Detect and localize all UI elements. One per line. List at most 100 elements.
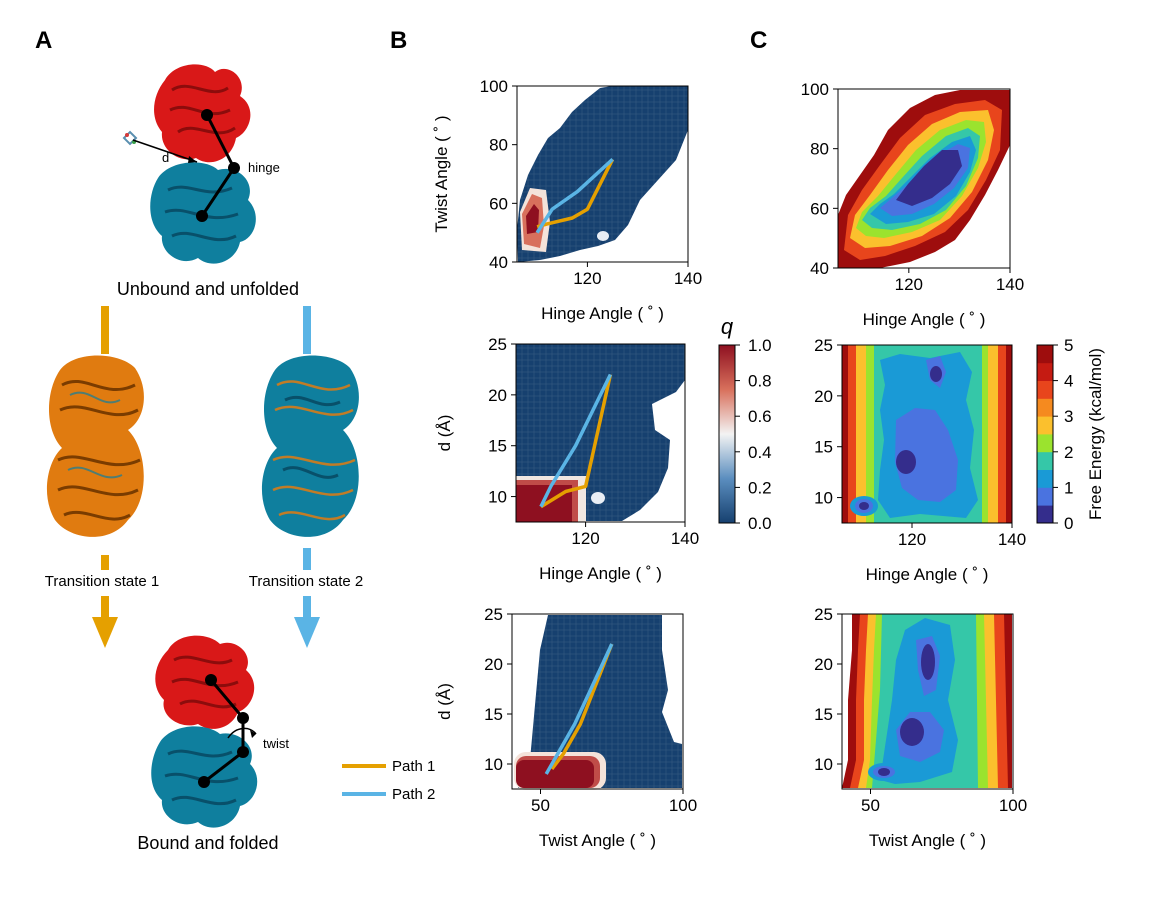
b3-xtick-label-0: 50 bbox=[531, 796, 550, 815]
path1-arrow-upper bbox=[101, 306, 109, 354]
path-legend: Path 1 Path 2 bbox=[342, 758, 435, 803]
colorbar-fe: 5 4 3 2 1 0 Free Energy (kcal/mol) bbox=[1036, 336, 1105, 533]
colorbar-fe-band-5 bbox=[1037, 416, 1053, 435]
colorbar-fe-band-9 bbox=[1037, 345, 1053, 364]
legend-label-path2: Path 2 bbox=[392, 786, 435, 803]
hinge-point-middle bbox=[228, 162, 240, 174]
panel-a: d hinge Unbound and unfolded Transition … bbox=[45, 64, 435, 853]
c2-ytick-label-0: 10 bbox=[814, 489, 833, 508]
b1-ytick-label-2: 80 bbox=[489, 136, 508, 155]
c1-xtick-label-1: 140 bbox=[996, 275, 1024, 294]
b3-ytick-label-1: 15 bbox=[484, 705, 503, 724]
plot-c3: 50 100 10 15 20 25 Twist Angle ( ˚ ) bbox=[814, 605, 1027, 850]
caption-unbound: Unbound and unfolded bbox=[117, 279, 299, 299]
b2-xtick-label-1: 140 bbox=[671, 529, 699, 548]
b1-ytick-label-0: 40 bbox=[489, 253, 508, 272]
path1-arrow-middle bbox=[101, 555, 109, 570]
colorbar-fe-tick-label-5: 0 bbox=[1064, 514, 1073, 533]
colorbar-fe-band-4 bbox=[1037, 434, 1053, 453]
c3-ytick-label-0: 10 bbox=[814, 755, 833, 774]
b2-path1-line bbox=[539, 374, 613, 509]
plot-c1: 120 140 40 60 80 100 Hinge Angle ( ˚ ) bbox=[801, 80, 1025, 329]
structure-unbound: d hinge bbox=[122, 64, 280, 264]
c1-ytick-label-0: 40 bbox=[810, 259, 829, 278]
twist-point-3 bbox=[237, 746, 249, 758]
colorbar-fe-tick-label-1: 4 bbox=[1064, 372, 1073, 391]
hinge-point-top bbox=[201, 109, 213, 121]
plot-b3: 50 100 10 15 20 25 Twist Angle ( ˚ ) d (Å) bbox=[435, 605, 697, 850]
colorbar-fe-band-1 bbox=[1037, 487, 1053, 506]
panel-letter-c: C bbox=[750, 27, 767, 54]
colorbar-fe-band-7 bbox=[1037, 380, 1053, 399]
c3-xlabel: Twist Angle ( ˚ ) bbox=[869, 831, 986, 850]
b3-ylabel: d (Å) bbox=[435, 683, 454, 720]
b3-heatmap bbox=[514, 615, 682, 790]
colorbar-q-tick-label-4: 0.2 bbox=[748, 478, 772, 497]
plot-b2: 120 140 10 15 20 25 Hinge Angle ( ˚ ) d (Å) bbox=[435, 335, 699, 583]
c1-frame bbox=[837, 88, 1011, 269]
c2-frame bbox=[841, 344, 1013, 524]
label-hinge: hinge bbox=[248, 160, 280, 175]
b1-xtick-label-1: 140 bbox=[674, 269, 702, 288]
colorbar-fe-scale bbox=[1037, 345, 1053, 524]
c1-contours bbox=[838, 90, 1010, 268]
b2-path2-line bbox=[539, 373, 612, 508]
b2-xtick-label-0: 120 bbox=[571, 529, 599, 548]
colorbar-fe-tick-label-0: 5 bbox=[1064, 336, 1073, 355]
b1-ytick-label-3: 100 bbox=[480, 77, 508, 96]
caption-bound: Bound and folded bbox=[137, 833, 278, 853]
b1-frame bbox=[516, 85, 689, 263]
c2-ytick-label-3: 25 bbox=[814, 336, 833, 355]
colorbar-fe-band-6 bbox=[1037, 398, 1053, 417]
b2-frame bbox=[515, 343, 686, 523]
colorbar-q-tick-label-0: 1.0 bbox=[748, 336, 772, 355]
plot-b1: 120 140 40 60 80 100 Hinge Angle ( ˚ ) Twist An… bbox=[432, 77, 702, 323]
plot-c2: 120 140 10 15 20 25 Hinge Angle ( ˚ ) bbox=[814, 336, 1026, 584]
structure-bound: twist bbox=[151, 635, 289, 828]
b3-ytick-label-0: 10 bbox=[484, 755, 503, 774]
c2-xtick-label-0: 120 bbox=[898, 530, 926, 549]
colorbar-fe-label: Free Energy (kcal/mol) bbox=[1086, 348, 1105, 520]
twist-line-3 bbox=[203, 750, 244, 784]
c1-ytick-label-1: 60 bbox=[810, 199, 829, 218]
twist-rotation-arrow bbox=[227, 727, 257, 739]
b1-ylabel: Twist Angle ( ˚ ) bbox=[432, 115, 451, 232]
legend-label-path1: Path 1 bbox=[392, 758, 435, 775]
c1-xtick-label-0: 120 bbox=[895, 275, 923, 294]
twist-line-1 bbox=[209, 679, 245, 719]
b1-xlabel: Hinge Angle ( ˚ ) bbox=[541, 304, 664, 323]
b1-ytick-label-1: 60 bbox=[489, 194, 508, 213]
c2-ytick-label-2: 20 bbox=[814, 387, 833, 406]
b2-ytick-label-0: 10 bbox=[488, 488, 507, 507]
structure-transition-2 bbox=[261, 355, 359, 537]
label-distance: d bbox=[162, 150, 169, 165]
caption-transition-1: Transition state 1 bbox=[45, 573, 160, 590]
colorbar-fe-band-8 bbox=[1037, 362, 1053, 381]
b3-path1-line bbox=[550, 643, 614, 771]
path1-arrowhead bbox=[92, 617, 118, 648]
c2-xtick-label-1: 140 bbox=[998, 530, 1026, 549]
c1-xlabel: Hinge Angle ( ˚ ) bbox=[863, 310, 986, 329]
hinge-line-upper bbox=[205, 114, 236, 169]
b1-path2-line bbox=[535, 158, 614, 234]
b3-path2-line bbox=[544, 643, 614, 775]
b3-ytick-label-2: 20 bbox=[484, 655, 503, 674]
colorbar-q-ticks: 1.0 0.8 0.6 0.4 0.2 0.0 bbox=[735, 336, 772, 533]
path1-arrow-lower bbox=[101, 596, 109, 618]
b3-axes: 50 100 10 15 20 25 Twist Angle ( ˚ ) d (Å) bbox=[435, 605, 697, 850]
path2-arrowhead bbox=[294, 617, 320, 648]
ligand-icon bbox=[122, 130, 138, 146]
colorbar-fe-band-0 bbox=[1037, 505, 1053, 524]
colorbar-fe-ticks: 5 4 3 2 1 0 bbox=[1053, 336, 1073, 533]
twist-point-2 bbox=[237, 712, 249, 724]
twist-point-4 bbox=[198, 776, 210, 788]
c1-ytick-label-2: 80 bbox=[810, 140, 829, 159]
hinge-point-bottom bbox=[196, 210, 208, 222]
colorbar-q-tick-label-2: 0.6 bbox=[748, 407, 772, 426]
structure-transition-1 bbox=[46, 355, 144, 537]
colorbar-q-tick-label-3: 0.4 bbox=[748, 443, 772, 462]
path2-arrow-lower bbox=[303, 596, 311, 618]
colorbar-fe-frame bbox=[1036, 344, 1054, 524]
b1-heatmap bbox=[517, 86, 688, 262]
